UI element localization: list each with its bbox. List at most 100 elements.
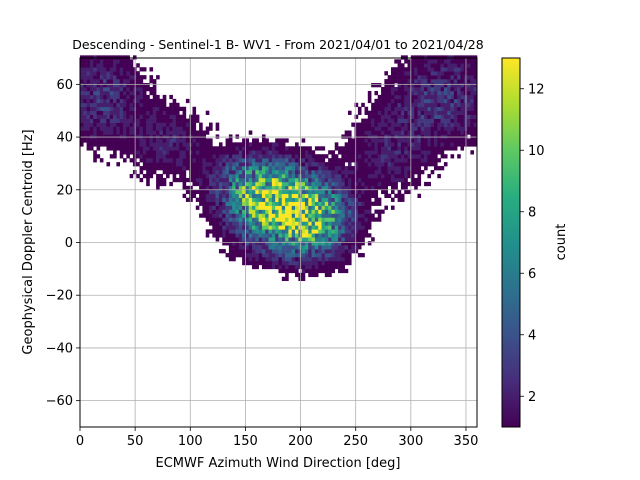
heatmap-cell [281,217,286,222]
heatmap-cell [414,138,418,143]
heatmap-cell [172,114,177,119]
heatmap-cell [268,185,273,191]
heatmap-cell [390,189,395,195]
heatmap-cell [334,221,339,226]
heatmap-cell [357,221,362,226]
heatmap-cell [470,98,474,104]
heatmap-cell [377,154,382,159]
heatmap-cell [417,138,422,143]
heatmap-cell [225,177,230,183]
heatmap-cell [311,189,316,195]
heatmap-cell [344,209,349,214]
heatmap-cell [328,170,332,175]
heatmap-cell [367,181,372,187]
heatmap-cell [440,90,445,96]
heatmap-cell [192,106,197,112]
heatmap-cell [258,177,263,183]
heatmap-cell [149,118,154,123]
heatmap-cell [460,106,465,112]
heatmap-cell [318,229,322,234]
heatmap-cell [258,225,263,230]
heatmap-cell [414,177,418,183]
heatmap-cell [394,98,398,104]
heatmap-cell [347,142,352,147]
heatmap-cell [457,67,461,72]
heatmap-cell [278,257,283,262]
heatmap-cell [311,213,316,218]
heatmap-cell [460,114,465,119]
heatmap-cell [404,170,408,175]
heatmap-cell [109,71,114,76]
heatmap-cell [109,122,114,127]
heatmap-cell [354,162,359,167]
heatmap-cell [278,249,283,254]
heatmap-cell [199,201,203,206]
heatmap-cell [209,229,213,234]
heatmap-cell [424,138,428,143]
heatmap-cell [460,83,465,88]
y-tick-label: 0 [65,236,73,251]
heatmap-cell [83,86,87,92]
heatmap-cell [328,229,332,234]
heatmap-cell [433,83,438,88]
heatmap-cell [364,189,369,195]
heatmap-cell [93,71,97,76]
heatmap-cell [371,138,375,143]
heatmap-cell [288,237,293,242]
heatmap-cell [202,142,207,147]
heatmap-cell [364,122,369,127]
heatmap-cell [132,158,137,163]
heatmap-cell [341,181,345,187]
heatmap-cell [338,173,342,179]
heatmap-cell [175,106,180,112]
heatmap-cell [255,193,259,198]
heatmap-cell [354,213,359,218]
heatmap-cell [222,233,226,238]
heatmap-cell [149,67,154,72]
heatmap-cell [364,229,369,234]
heatmap-cell [242,197,246,202]
heatmap-cell [179,114,183,119]
heatmap-cell [447,94,451,100]
heatmap-cell [238,177,243,183]
heatmap-cell [347,201,352,206]
heatmap-cell [189,197,193,202]
heatmap-cell [417,86,422,92]
heatmap-cell [149,98,154,104]
heatmap-cell [248,193,253,198]
colorbar-tick-label: 4 [528,328,536,343]
heatmap-cell [447,134,451,139]
heatmap-cell [357,173,362,179]
heatmap-cell [146,158,150,163]
heatmap-cell [344,221,349,226]
heatmap-cell [238,162,243,167]
heatmap-cell [387,170,392,175]
heatmap-cell [96,94,101,100]
heatmap-cell [182,114,187,119]
heatmap-cell [298,185,302,191]
heatmap-cell [248,253,253,258]
heatmap-cell [199,138,203,143]
heatmap-cell [440,142,445,147]
heatmap-cell [291,162,296,167]
heatmap-cell [453,114,458,119]
heatmap-cell [443,75,448,80]
heatmap-cell [467,98,471,104]
heatmap-cell [311,225,316,230]
heatmap-cell [427,79,431,84]
heatmap-cell [288,253,293,258]
heatmap-cell [261,253,266,258]
heatmap-cell [83,134,87,139]
heatmap-cell [271,229,276,234]
heatmap-cell [271,264,276,270]
heatmap-cell [347,233,352,238]
heatmap-cell [139,138,144,143]
heatmap-cell [298,249,302,254]
heatmap-cell [146,114,150,119]
heatmap-cell [149,130,154,135]
heatmap-cell [427,173,431,179]
heatmap-cell [308,162,312,167]
heatmap-cell [364,154,369,159]
heatmap-cell [318,225,322,230]
heatmap-cell [328,268,332,274]
